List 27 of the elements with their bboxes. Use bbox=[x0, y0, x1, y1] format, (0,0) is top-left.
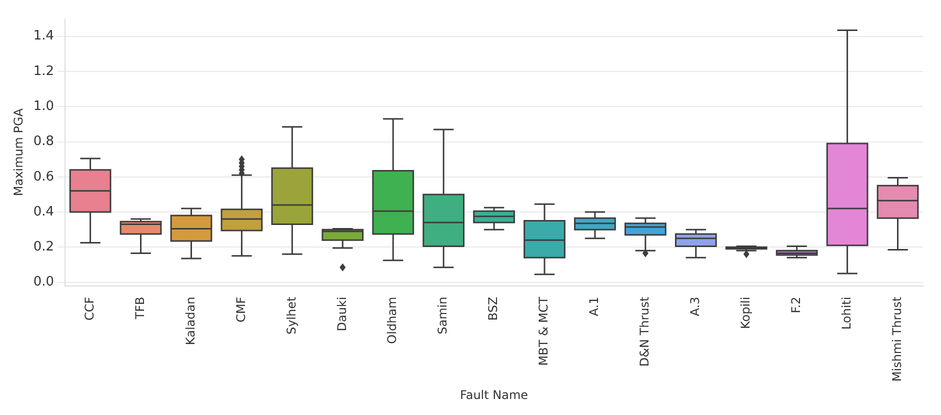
x-tick-label: D&N Thrust bbox=[638, 296, 652, 367]
y-tick-label: 0.6 bbox=[33, 169, 54, 184]
x-tick-label: Oldham bbox=[385, 296, 400, 344]
x-tick-label: Lohiti bbox=[839, 296, 854, 330]
y-tick-label: 1.2 bbox=[33, 64, 54, 79]
x-tick-label: F.2 bbox=[788, 296, 803, 314]
x-tick-label: A.1 bbox=[587, 296, 602, 316]
x-tick-label: Samin bbox=[436, 296, 450, 334]
x-tick-label: A.3 bbox=[688, 296, 702, 316]
x-tick-label: TFB bbox=[132, 296, 147, 320]
x-tick-label: Kopili bbox=[738, 296, 752, 330]
y-tick-label: 0.0 bbox=[33, 274, 54, 290]
y-tick-label: 0.8 bbox=[33, 134, 54, 150]
x-tick-label: MBT & MCT bbox=[536, 296, 551, 366]
y-tick-label: 0.4 bbox=[33, 204, 54, 220]
x-tick-label: Dauki bbox=[334, 296, 349, 332]
x-tick-label: CMF bbox=[234, 296, 248, 322]
x-tick-label: Sylhet bbox=[284, 296, 298, 335]
x-tick-label: CCF bbox=[82, 296, 96, 320]
x-tick-label: BSZ bbox=[486, 296, 500, 321]
x-tick-label: Mishmi Thrust bbox=[890, 296, 904, 382]
x-tick-label: Kaladan bbox=[183, 296, 198, 346]
y-tick-label: 1.4 bbox=[33, 28, 54, 44]
x-axis-title: Fault Name bbox=[460, 388, 528, 402]
y-axis-title: Maximum PGA bbox=[11, 108, 26, 196]
y-tick-label: 1.0 bbox=[33, 99, 54, 114]
y-tick-label: 0.2 bbox=[33, 240, 54, 255]
